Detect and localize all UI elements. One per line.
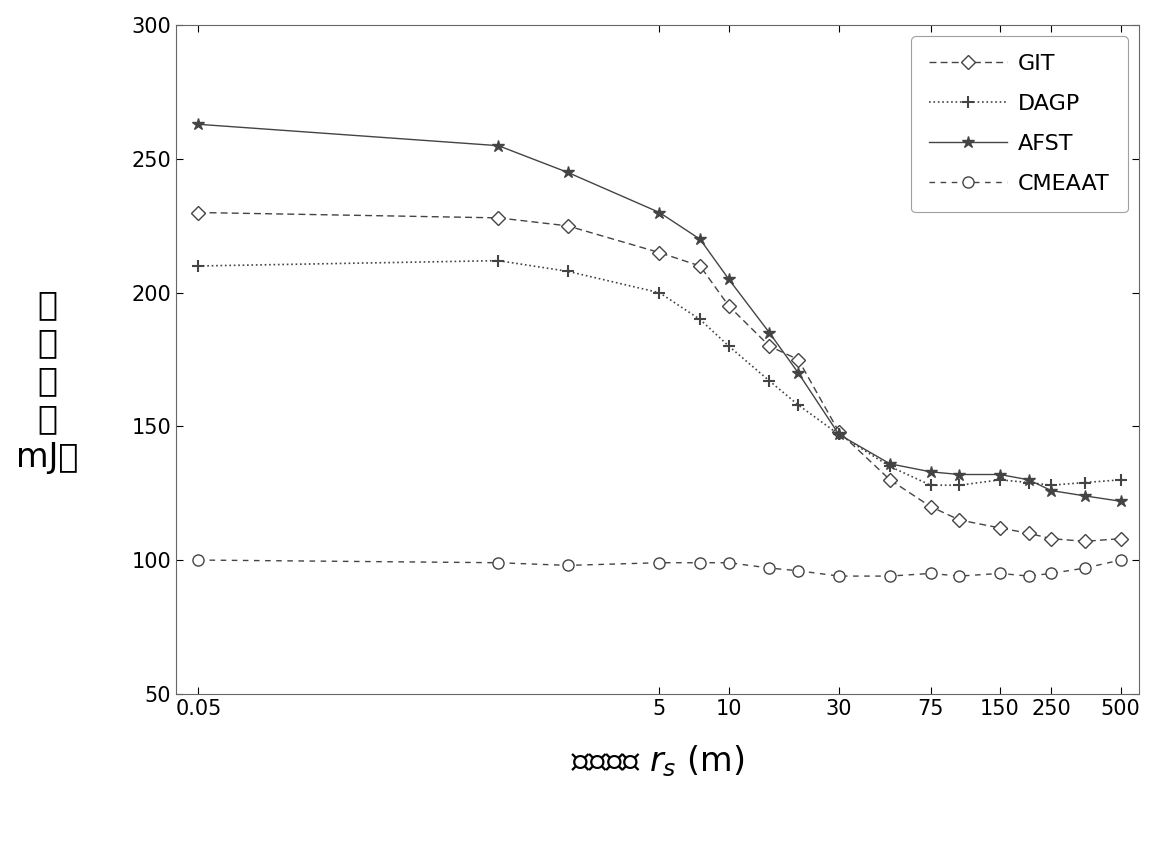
AFST	[791, 368, 805, 378]
DAGP	[722, 341, 736, 351]
GIT	[883, 475, 897, 485]
DAGP	[762, 376, 776, 386]
CMEAAT	[952, 571, 966, 581]
GIT	[1021, 528, 1035, 538]
GIT	[491, 213, 505, 223]
AFST	[491, 140, 505, 151]
CMEAAT	[1044, 569, 1058, 579]
AFST	[722, 274, 736, 284]
AFST	[653, 207, 667, 217]
Line: AFST: AFST	[193, 118, 1127, 508]
DAGP	[1113, 475, 1127, 485]
Legend: GIT, DAGP, AFST, CMEAAT: GIT, DAGP, AFST, CMEAAT	[911, 36, 1128, 212]
GIT	[832, 426, 846, 437]
CMEAAT	[1078, 563, 1092, 573]
AFST	[1021, 475, 1035, 485]
CMEAAT	[191, 555, 205, 565]
AFST	[993, 470, 1007, 480]
DAGP	[561, 266, 575, 277]
CMEAAT	[1021, 571, 1035, 581]
AFST	[883, 459, 897, 469]
DAGP	[993, 475, 1007, 485]
CMEAAT	[993, 569, 1007, 579]
DAGP	[191, 261, 205, 271]
CMEAAT	[653, 558, 667, 568]
CMEAAT	[693, 558, 707, 568]
Line: GIT: GIT	[194, 207, 1126, 547]
CMEAAT	[1113, 555, 1127, 565]
GIT	[722, 301, 736, 311]
DAGP	[491, 255, 505, 266]
DAGP	[1044, 481, 1058, 491]
AFST	[191, 119, 205, 129]
Line: DAGP: DAGP	[193, 255, 1127, 492]
GIT	[1044, 534, 1058, 544]
DAGP	[832, 429, 846, 439]
CMEAAT	[832, 571, 846, 581]
GIT	[762, 341, 776, 351]
CMEAAT	[791, 566, 805, 576]
Line: CMEAAT: CMEAAT	[193, 554, 1126, 582]
AFST	[1078, 491, 1092, 501]
DAGP	[693, 315, 707, 325]
X-axis label: 相关半径 $r_s$ (m): 相关半径 $r_s$ (m)	[571, 744, 744, 779]
DAGP	[883, 461, 897, 471]
GIT	[1078, 536, 1092, 547]
GIT	[993, 523, 1007, 533]
Text: 总
能
耗
（
mJ）: 总 能 耗 （ mJ）	[15, 288, 79, 474]
CMEAAT	[722, 558, 736, 568]
GIT	[952, 515, 966, 525]
CMEAAT	[491, 558, 505, 568]
DAGP	[791, 400, 805, 410]
DAGP	[952, 481, 966, 491]
GIT	[1113, 534, 1127, 544]
GIT	[653, 248, 667, 258]
AFST	[952, 470, 966, 480]
DAGP	[653, 288, 667, 298]
AFST	[561, 168, 575, 178]
GIT	[693, 261, 707, 271]
AFST	[1113, 496, 1127, 506]
AFST	[693, 234, 707, 244]
CMEAAT	[883, 571, 897, 581]
CMEAAT	[762, 563, 776, 573]
GIT	[791, 354, 805, 365]
GIT	[191, 207, 205, 217]
AFST	[924, 467, 938, 477]
GIT	[561, 221, 575, 231]
CMEAAT	[924, 569, 938, 579]
AFST	[832, 429, 846, 439]
DAGP	[1078, 477, 1092, 487]
GIT	[924, 502, 938, 512]
AFST	[1044, 486, 1058, 496]
DAGP	[924, 481, 938, 491]
AFST	[762, 327, 776, 338]
DAGP	[1021, 477, 1035, 487]
CMEAAT	[561, 560, 575, 570]
